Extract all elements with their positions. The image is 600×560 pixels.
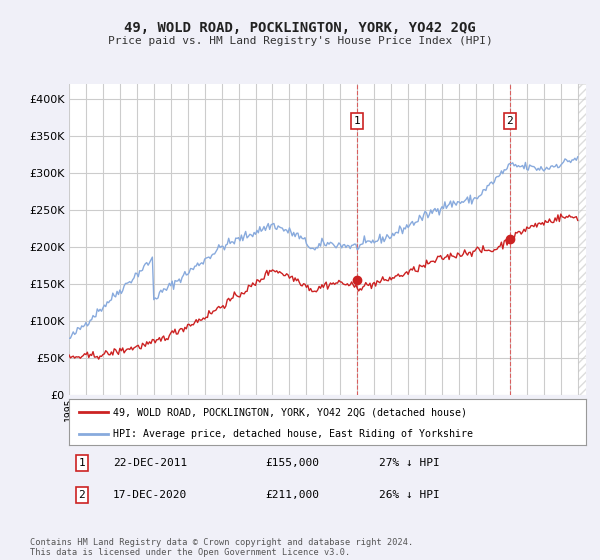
Text: 1: 1 — [79, 458, 85, 468]
Text: 2: 2 — [506, 116, 513, 126]
Text: Price paid vs. HM Land Registry's House Price Index (HPI): Price paid vs. HM Land Registry's House … — [107, 36, 493, 46]
Text: 49, WOLD ROAD, POCKLINGTON, YORK, YO42 2QG (detached house): 49, WOLD ROAD, POCKLINGTON, YORK, YO42 2… — [113, 407, 467, 417]
Text: £155,000: £155,000 — [266, 458, 320, 468]
Text: HPI: Average price, detached house, East Riding of Yorkshire: HPI: Average price, detached house, East… — [113, 429, 473, 438]
Text: 2: 2 — [79, 490, 85, 500]
Text: 49, WOLD ROAD, POCKLINGTON, YORK, YO42 2QG: 49, WOLD ROAD, POCKLINGTON, YORK, YO42 2… — [124, 21, 476, 35]
Text: Contains HM Land Registry data © Crown copyright and database right 2024.
This d: Contains HM Land Registry data © Crown c… — [30, 538, 413, 557]
Text: 27% ↓ HPI: 27% ↓ HPI — [379, 458, 440, 468]
Text: 22-DEC-2011: 22-DEC-2011 — [113, 458, 187, 468]
Text: 1: 1 — [354, 116, 361, 126]
Text: 26% ↓ HPI: 26% ↓ HPI — [379, 490, 440, 500]
Text: 17-DEC-2020: 17-DEC-2020 — [113, 490, 187, 500]
Text: £211,000: £211,000 — [266, 490, 320, 500]
